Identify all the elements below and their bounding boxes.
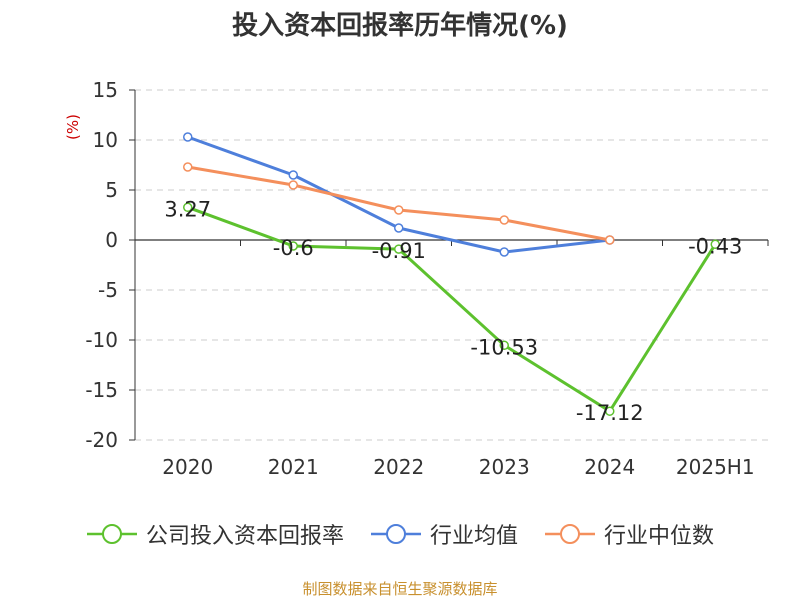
chart-title: 投入资本回报率历年情况(%) bbox=[232, 11, 568, 41]
data-point bbox=[394, 223, 404, 233]
data-label: -17.12 bbox=[576, 401, 644, 425]
y-axis-label: (%) bbox=[64, 114, 82, 140]
data-point bbox=[288, 170, 298, 180]
x-tick-label: 2025H1 bbox=[676, 455, 755, 479]
legend-marker-icon bbox=[545, 524, 595, 544]
data-label: -0.91 bbox=[372, 239, 426, 263]
y-tick-label: -15 bbox=[85, 378, 118, 402]
legend: 公司投入资本回报率 行业均值 行业中位数 bbox=[0, 518, 800, 550]
legend-label: 行业均值 bbox=[429, 524, 518, 549]
data-label: -0.43 bbox=[688, 234, 742, 258]
source-note: 制图数据来自恒生聚源数据库 bbox=[302, 580, 498, 598]
data-point bbox=[499, 247, 509, 257]
y-tick-label: 15 bbox=[93, 78, 118, 102]
legend-label: 公司投入资本回报率 bbox=[145, 524, 344, 549]
y-tick-label: 10 bbox=[93, 128, 118, 152]
data-point bbox=[183, 132, 193, 142]
series-line bbox=[187, 205, 717, 413]
y-tick-label: -10 bbox=[85, 328, 118, 352]
y-tick-label: -5 bbox=[98, 278, 118, 302]
data-point bbox=[183, 162, 193, 172]
legend-marker-icon bbox=[86, 524, 137, 544]
data-point bbox=[499, 340, 509, 351]
data-point bbox=[605, 406, 615, 416]
x-tick-label: 2020 bbox=[162, 455, 213, 479]
data-point bbox=[183, 202, 193, 213]
legend-item: 行业中位数 bbox=[544, 518, 714, 550]
data-point bbox=[288, 180, 298, 190]
x-tick-label: 2022 bbox=[373, 455, 424, 479]
data-point bbox=[710, 239, 720, 250]
data-point bbox=[499, 215, 509, 225]
y-tick-label: -20 bbox=[85, 428, 118, 452]
data-point bbox=[394, 244, 404, 254]
data-point bbox=[605, 235, 615, 245]
x-tick-label: 2024 bbox=[584, 455, 635, 479]
data-label: -0.6 bbox=[273, 236, 314, 260]
data-point bbox=[394, 205, 404, 215]
data-label: 3.27 bbox=[164, 197, 211, 221]
x-tick-label: 2023 bbox=[479, 455, 530, 479]
series-line bbox=[187, 135, 610, 254]
data-point bbox=[288, 241, 298, 251]
legend-item: 公司投入资本回报率 bbox=[86, 518, 344, 550]
data-label: -10.53 bbox=[470, 335, 538, 359]
legend-marker-icon bbox=[370, 524, 421, 544]
x-tick-label: 2021 bbox=[268, 455, 319, 479]
y-tick-label: 5 bbox=[105, 178, 118, 202]
legend-label: 行业中位数 bbox=[604, 524, 715, 549]
legend-item: 行业均值 bbox=[370, 518, 518, 550]
y-tick-label: 0 bbox=[105, 228, 118, 252]
